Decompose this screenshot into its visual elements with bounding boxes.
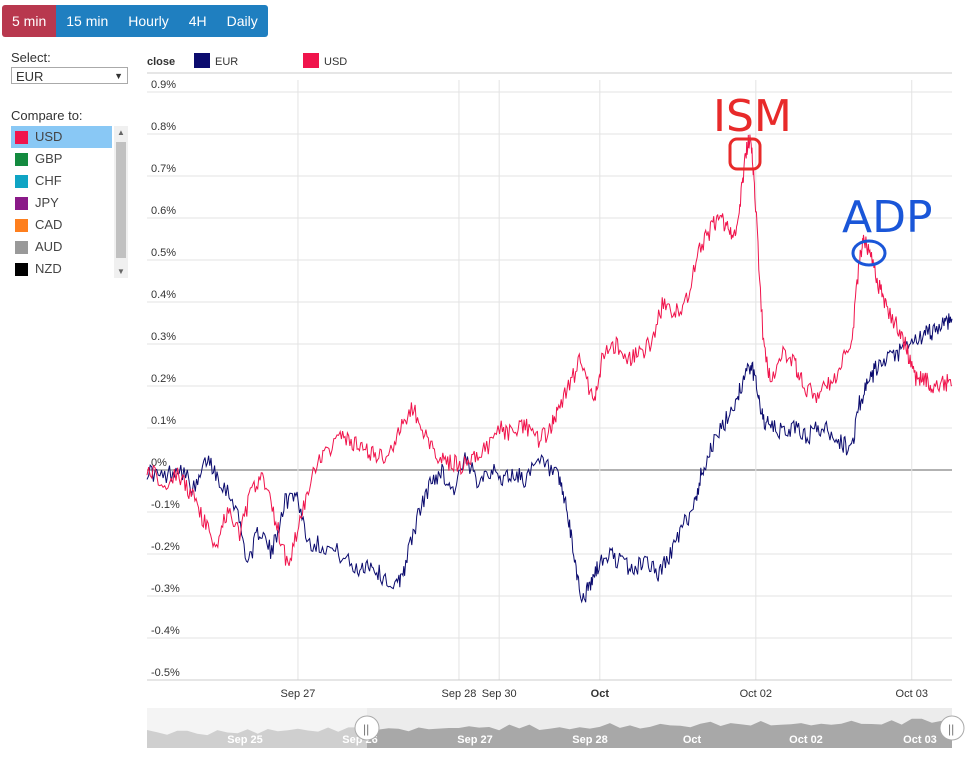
list-item[interactable]: AUD <box>11 236 112 258</box>
tab-4h[interactable]: 4H <box>178 5 217 37</box>
scrollbar-thumb[interactable] <box>116 142 126 258</box>
x-tick-label: Oct <box>591 688 610 700</box>
tab-hourly[interactable]: Hourly <box>118 5 179 37</box>
legend-label-eur: EUR <box>215 56 238 68</box>
legend-label-usd: USD <box>324 56 347 68</box>
y-tick-label: -0.1% <box>151 499 180 511</box>
list-item-label: JPY <box>35 195 59 210</box>
y-tick-label: 0.8% <box>151 121 176 133</box>
list-item[interactable]: CAD <box>11 214 112 236</box>
compare-list[interactable]: USD GBP CHF JPY CAD AUD NZD ▲ ▼ <box>11 126 128 278</box>
x-tick-label: Sep 30 <box>482 688 517 700</box>
scroll-up-icon[interactable]: ▲ <box>117 128 125 137</box>
series-line-usd <box>146 134 953 566</box>
handle-grip-icon: || <box>363 722 369 736</box>
legend-swatch-eur <box>194 53 210 68</box>
chevron-down-icon: ▼ <box>114 71 123 81</box>
y-tick-label: 0.2% <box>151 373 176 385</box>
navigator-label: Sep 25 <box>227 734 262 746</box>
x-tick-label: Oct 02 <box>740 688 772 700</box>
color-swatch <box>15 174 28 188</box>
list-item[interactable]: CHF <box>11 170 112 192</box>
list-item-label: USD <box>35 129 63 144</box>
list-item-label: AUD <box>35 239 63 254</box>
y-tick-label: 0.5% <box>151 247 176 259</box>
y-tick-label: 0.6% <box>151 205 176 217</box>
y-tick-label: 0.4% <box>151 289 176 301</box>
y-tick-label: -0.5% <box>151 667 180 679</box>
y-tick-label: 0% <box>151 457 167 469</box>
color-swatch <box>15 262 28 276</box>
tab-15min[interactable]: 15 min <box>56 5 119 37</box>
list-item-label: NZD <box>35 261 62 276</box>
color-swatch <box>15 196 28 210</box>
x-tick-label: Oct 03 <box>896 688 928 700</box>
select-label: Select: <box>11 50 51 65</box>
currency-select-value: EUR <box>16 69 44 84</box>
color-swatch <box>15 240 28 254</box>
y-tick-label: -0.4% <box>151 625 180 637</box>
color-swatch <box>15 218 28 232</box>
navigator-label: Oct 02 <box>789 734 823 746</box>
list-item[interactable]: USD <box>11 126 112 148</box>
series-line-eur <box>146 313 953 604</box>
currency-select[interactable]: EUR ▼ <box>11 67 128 84</box>
navigator-label: Oct <box>683 734 702 746</box>
navigator-area <box>147 718 952 748</box>
navigator-label: Sep 27 <box>457 734 492 746</box>
compare-label: Compare to: <box>11 108 83 123</box>
list-item-label: CAD <box>35 217 63 232</box>
y-tick-label: 0.3% <box>151 331 176 343</box>
list-item-label: GBP <box>35 151 63 166</box>
legend-title: close <box>147 56 175 68</box>
list-item[interactable]: JPY <box>11 192 112 214</box>
navigator-handle-left[interactable] <box>354 715 380 741</box>
annotation-adp-marker <box>851 239 887 267</box>
list-item-label: CHF <box>35 173 62 188</box>
color-swatch <box>15 130 28 144</box>
handle-grip-icon: || <box>948 722 954 736</box>
navigator-label: Oct 03 <box>903 734 937 746</box>
legend-swatch-usd <box>303 53 319 68</box>
color-swatch <box>15 152 28 166</box>
list-item[interactable]: NZD <box>11 258 112 280</box>
y-tick-label: -0.3% <box>151 583 180 595</box>
y-tick-label: 0.7% <box>151 163 176 175</box>
tab-5min[interactable]: 5 min <box>2 5 57 37</box>
navigator-handle-right[interactable] <box>939 715 965 741</box>
tab-daily[interactable]: Daily <box>216 5 268 37</box>
list-item[interactable]: GBP <box>11 148 112 170</box>
timeframe-tabs: 5 min 15 min Hourly 4H Daily <box>2 5 268 37</box>
y-tick-label: 0.1% <box>151 415 176 427</box>
y-tick-label: -0.2% <box>151 541 180 553</box>
annotation-adp: ADP <box>842 192 933 243</box>
annotation-ism-marker <box>728 137 762 171</box>
scroll-down-icon[interactable]: ▼ <box>117 267 125 276</box>
navigator-mask <box>147 708 367 748</box>
x-tick-label: Sep 27 <box>281 688 316 700</box>
series-group <box>146 134 953 604</box>
x-tick-label: Sep 28 <box>442 688 477 700</box>
annotation-ism: ISM <box>713 91 792 142</box>
y-tick-label: 0.9% <box>151 79 176 91</box>
grid: 0.9% 0.8% 0.7% 0.6% 0.5% 0.4% 0.3% 0.2% 0.1% 0% -0… <box>147 79 952 700</box>
navigator-label: Sep 28 <box>572 734 607 746</box>
sidebar: Select: EUR ▼ Compare to: USD GBP CHF JP… <box>11 50 131 278</box>
list-scrollbar[interactable]: ▲ ▼ <box>114 126 128 278</box>
